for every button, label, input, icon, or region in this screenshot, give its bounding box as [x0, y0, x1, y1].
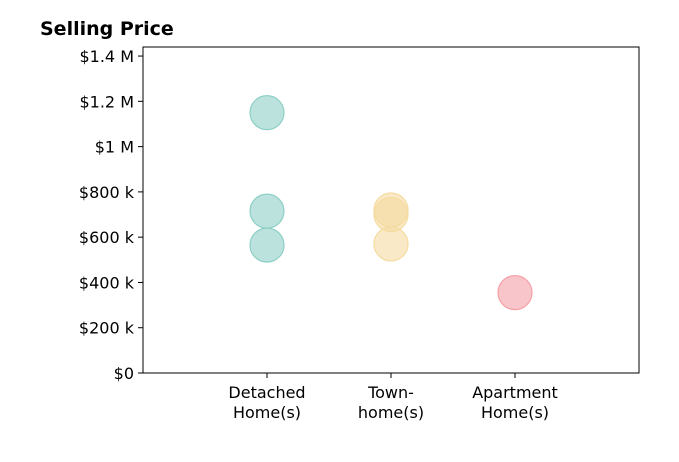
- x-tick-label: Town-: [367, 383, 414, 402]
- x-tick-label: home(s): [358, 403, 424, 422]
- y-tick-label: $400 k: [79, 273, 135, 292]
- x-tick-label: Detached: [228, 383, 305, 402]
- y-tick-label: $0: [114, 364, 134, 383]
- y-axis: $0 $200 k $400 k $600 k $800 k $1 M $1.2 M $1.4…: [79, 47, 143, 383]
- x-tick-label: Apartment: [472, 383, 558, 402]
- data-point: [497, 275, 533, 311]
- data-point: [249, 193, 285, 229]
- data-points: [249, 95, 533, 311]
- data-point: [249, 227, 285, 263]
- y-tick-label: $200 k: [79, 319, 135, 338]
- y-tick-label: $1.4 M: [79, 47, 134, 66]
- data-point: [373, 226, 409, 262]
- chart-title: Selling Price: [40, 18, 174, 40]
- data-point: [249, 95, 285, 131]
- y-tick-label: $1 M: [95, 138, 134, 157]
- y-tick-label: $800 k: [79, 183, 135, 202]
- x-tick-label: Home(s): [233, 403, 301, 422]
- x-axis: DetachedHome(s)Town-home(s)ApartmentHome…: [228, 373, 558, 422]
- y-tick-label: $1.2 M: [79, 92, 134, 111]
- y-tick-label: $600 k: [79, 228, 135, 247]
- x-tick-label: Home(s): [481, 403, 549, 422]
